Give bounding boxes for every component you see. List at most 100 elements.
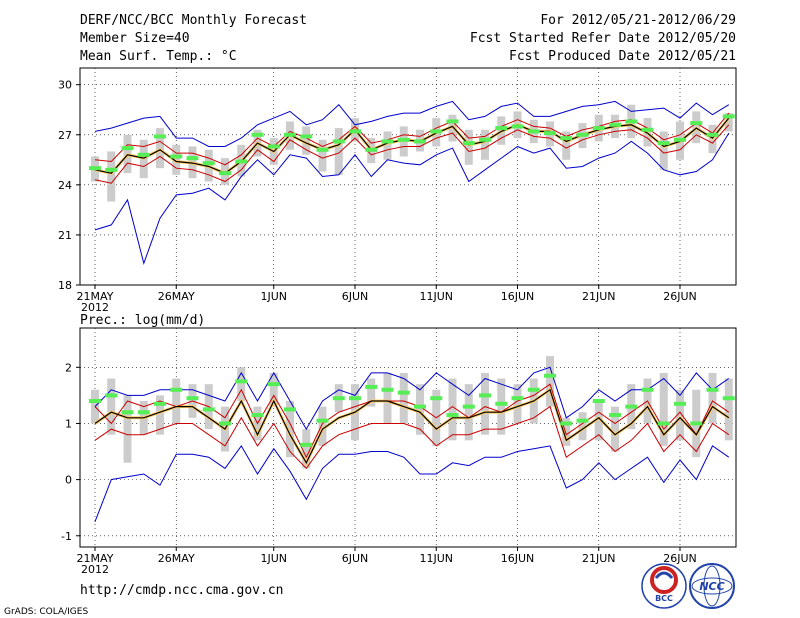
precip-observed-mark (284, 407, 296, 412)
temp-observed-mark (641, 127, 654, 132)
precip-observed-mark (641, 387, 654, 392)
ncc-logo: NCC (689, 563, 735, 609)
temp-observed-mark (511, 124, 524, 129)
header-right-3: Fcst Produced Date 2012/05/21 (509, 49, 736, 64)
precip-observed-mark (544, 373, 556, 378)
temp-ytick-label: 27 (58, 129, 72, 142)
temp-observed-mark (349, 129, 361, 134)
temp-observed-mark (105, 167, 118, 172)
precip-observed-mark (511, 396, 524, 401)
precip-year-label: 2012 (81, 563, 109, 576)
precip-min-line (94, 444, 730, 522)
temp-xtick-label: 21JUN (582, 290, 616, 303)
temp-spread-box (334, 128, 343, 175)
ncc-logo-text: NCC (699, 580, 724, 593)
temp-p10-line (94, 124, 730, 184)
precip-spread-box (708, 372, 717, 424)
precip-ytick-label: 0 (65, 474, 72, 487)
precip-spread-box (611, 406, 619, 452)
header-right-1: For 2012/05/21-2012/06/29 (540, 13, 736, 28)
precip-spread-box (546, 356, 554, 407)
precip-spread-box (302, 429, 311, 469)
precip-spread-box (237, 367, 246, 401)
precip-spread-box (416, 384, 424, 435)
precip-spread-box (286, 401, 294, 458)
precip-xtick-label: 21MAY (77, 552, 114, 565)
temp-observed-mark (706, 132, 719, 137)
temp-spread-box (318, 139, 327, 172)
temp-ensemble-mean-line (94, 117, 730, 174)
temp-xtick-label: 21MAY (77, 290, 114, 303)
precip-max-line (94, 366, 730, 431)
precip-ytick-label: 2 (65, 361, 72, 374)
temp-observed-mark (365, 147, 378, 152)
precip-observed-mark (706, 387, 719, 392)
bcc-logo: BCC (641, 563, 687, 609)
precip-observed-mark (527, 387, 540, 392)
precip-observed-mark (251, 413, 264, 418)
precip-spread-box (399, 372, 408, 424)
temp-xtick-label: 1JUN (260, 290, 287, 303)
precip-xtick-label: 6JUN (342, 552, 369, 565)
precip-observed-mark (446, 413, 459, 418)
precip-observed-mark (674, 401, 686, 406)
temp-spread-box (659, 131, 668, 170)
precip-spread-box (107, 378, 116, 435)
temp-observed-mark (625, 119, 638, 124)
precip-observed-mark (316, 418, 329, 423)
temp-panel-frame (79, 67, 737, 286)
temp-observed-mark (592, 126, 605, 131)
precip-observed-mark (430, 396, 443, 401)
temp-observed-mark (674, 137, 686, 142)
temp-observed-mark (609, 122, 621, 127)
temp-xtick-label: 16JUN (501, 290, 535, 303)
precip-observed-mark (365, 384, 378, 389)
precip-observed-mark (300, 442, 313, 447)
temp-observed-mark (332, 139, 345, 144)
precip-observed-mark (560, 421, 573, 426)
precip-observed-mark (186, 396, 199, 401)
temp-spread-box (107, 151, 116, 202)
precip-observed-mark (495, 401, 508, 406)
footer-url[interactable]: http://cmdp.ncc.cma.gov.cn (80, 583, 284, 598)
temp-observed-mark (235, 159, 248, 164)
precip-observed-mark (576, 418, 589, 423)
precip-panel: -1 0 1 2 21MAY 26MAY 1JUN 6JUN 11JUN 16JUN 21JUN 26… (61, 328, 736, 576)
temp-observed-mark (251, 132, 264, 137)
precip-xtick-label: 26JUN (663, 552, 697, 565)
temp-xtick-label: 26JUN (663, 290, 697, 303)
temp-observed-mark (202, 161, 215, 166)
temp-year-label: 2012 (81, 301, 109, 314)
precip-spread-box (383, 372, 392, 424)
precip-spread-box (562, 417, 571, 446)
precip-observed-mark (267, 382, 280, 387)
precip-observed-mark (657, 421, 670, 426)
precip-spread-box (481, 372, 489, 435)
temp-p90-line (94, 112, 730, 166)
precip-xtick-label: 16JUN (501, 552, 535, 565)
precip-observed-mark (235, 379, 248, 384)
header-left-1: DERF/NCC/BCC Monthly Forecast (80, 13, 307, 28)
precip-spread-box (676, 389, 684, 441)
precip-observed-mark (609, 413, 621, 418)
header-left-3: Mean Surf. Temp.: °C (80, 49, 237, 64)
temp-observed-mark (316, 147, 329, 152)
precip-spread-box (659, 372, 668, 446)
temp-xtick-label: 6JUN (342, 290, 369, 303)
temp-observed-mark (89, 166, 101, 171)
header-left-2: Member Size=40 (80, 31, 190, 46)
precip-observed-mark (690, 421, 703, 426)
precip-observed-mark (154, 401, 166, 406)
precip-xtick-label: 1JUN (260, 552, 287, 565)
precip-observed-mark (414, 404, 426, 409)
temp-spread-box (383, 131, 392, 160)
temp-observed-mark (722, 114, 735, 119)
temp-observed-mark (381, 139, 394, 144)
temp-observed-mark (397, 137, 410, 142)
precip-spread-box (367, 378, 376, 407)
precip-spread-box (724, 378, 733, 441)
temp-observed-mark (414, 139, 426, 144)
precip-observed-mark (349, 396, 361, 401)
temp-observed-mark (430, 129, 443, 134)
